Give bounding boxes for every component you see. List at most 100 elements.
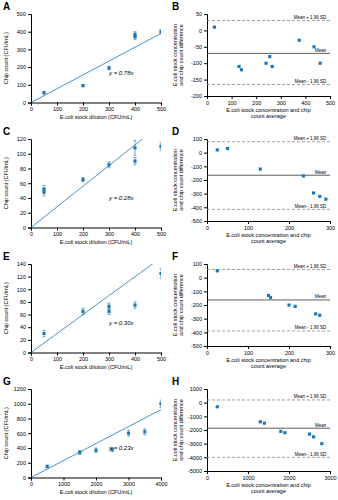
error-bar [95,448,98,452]
plot-area [31,139,161,228]
panel: 01002003004005000100200300400500y = 0.78… [3,11,166,119]
tick: 100 [17,82,31,88]
tick: 400 [131,103,140,113]
tick: 0 [30,478,33,488]
tick: 300 [105,103,114,113]
tick: 0 [199,275,207,281]
tick-label: 0 [206,350,209,356]
y-axis: 020406080100120140 [17,261,32,356]
error-bar [134,157,137,164]
tick-mark [204,305,207,306]
tick: 80 [20,166,31,172]
tick-mark [109,103,110,106]
reference-label: Mean + 1.96 SD [294,15,327,20]
tick: -100 [191,164,207,170]
point [308,433,311,436]
x-axis-title-line: E.coli stock dilution (CFU/mL) [60,239,133,245]
tick-mark [289,221,290,224]
tick: 20 [20,337,31,343]
tick-label: -100 [191,60,202,66]
tick: 3000 [324,471,336,481]
tick-label: 200 [285,225,294,231]
tick-label: 20 [20,210,26,216]
tick-mark [204,180,207,181]
point [283,431,286,434]
error-bar [108,303,111,309]
panel-label: D [172,126,179,137]
reference-line [207,141,330,142]
tick: 0 [206,96,209,106]
x-axis-title-line: E.coli stock concentration and chip [226,107,311,113]
tick-mark [28,448,31,449]
tick-label: 0 [199,400,202,406]
tick: 800 [17,416,31,422]
tick-mark [28,85,31,86]
tick-mark [204,63,207,64]
x-axis: 0100200300400500 [30,103,166,113]
y-axis-title: E.coli stock concentrationand chip count… [172,149,184,211]
axis-line [28,140,32,229]
x-axis-title-line: count average [251,238,286,244]
tick: 40 [20,324,31,330]
tick-mark [161,103,162,106]
reference-line [207,53,330,54]
error-bar [82,308,85,314]
reference-label: Mean [315,294,327,299]
reference-line [207,299,330,300]
reference-label: Mean - 1.96 SD [295,79,327,84]
tick-label: 1000 [242,475,254,481]
error-bar [78,451,81,455]
tick: 1000 [58,478,70,488]
tick: 400 [131,353,140,363]
tick: 100 [17,151,31,157]
x-axis: 0100020003000 [206,471,337,481]
tick: 20 [20,210,31,216]
axis-line [32,228,162,231]
reference-line [207,330,330,331]
axis-line [208,472,331,475]
tick-label: 400 [131,356,140,362]
tick: -200 [191,177,207,183]
tick-mark [248,471,249,474]
point [319,62,322,65]
x-axis-title-line: E.coli stock dilution (CFU/mL) [60,489,133,495]
tick-mark [28,302,31,303]
tick: 400 [17,29,31,35]
texts: MeanMean + 1.96 SDMean - 1.96 SDE.coli s… [172,136,327,244]
y-axis-title-line: and chip count difference [178,149,184,210]
tick-label: -200 [191,177,202,183]
y-axis: 0100200300400500 [17,11,32,106]
tick: 500 [17,11,31,17]
tick-mark [248,346,249,349]
axis-line [32,353,162,356]
tick-label: 0 [30,231,33,237]
tick-mark [28,67,31,68]
tick-mark [204,278,207,279]
point [94,449,97,452]
y-axis-title: Chip count (CFU/mL) [3,32,9,84]
panel: 01000200030004000020040060080010001200y … [3,386,168,494]
tick-label: 1000 [14,401,26,407]
point [324,198,327,201]
panel-label: H [172,376,179,387]
point [294,305,297,308]
fit-line [31,139,161,228]
point [237,65,240,68]
axis-line [208,347,331,350]
tick-label: 300 [105,356,114,362]
tick-mark [28,14,31,15]
tick-label: 50 [196,11,202,17]
tick-mark [204,166,207,167]
tick-mark [256,96,257,99]
tick-label: 300 [326,350,335,356]
reference-label: Mean [315,423,327,428]
point [81,310,84,313]
tick-label: 100 [244,350,253,356]
reference-label: Mean + 1.96 SD [294,136,327,141]
axis-line [204,390,208,472]
panel: 0100200300400500020406080100120y = 0.28x… [3,124,166,244]
error-bar [43,188,46,195]
tick-label: 100 [53,231,62,237]
tick: -500 [191,218,207,224]
tick-mark [232,96,233,99]
